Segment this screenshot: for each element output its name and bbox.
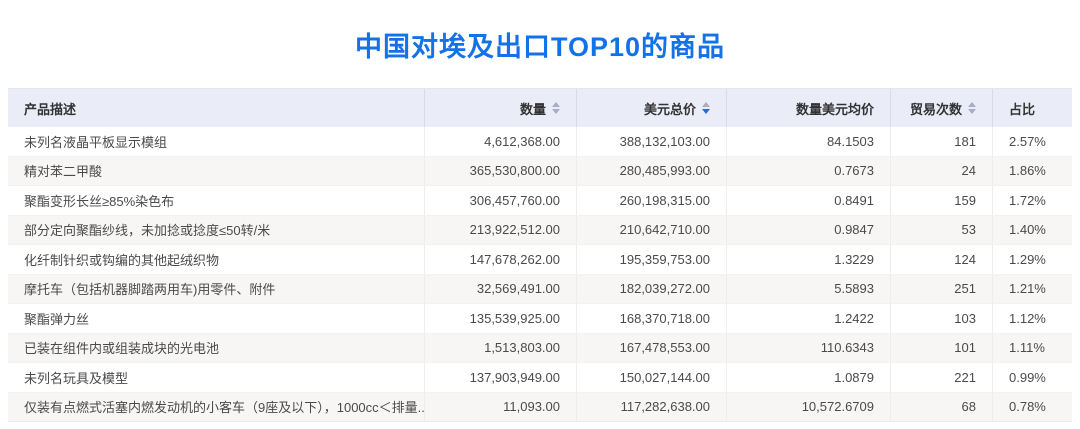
cell-product-description: 已装在组件内或组装成块的光电池 bbox=[24, 341, 220, 357]
cell-trade-count: 124 bbox=[890, 245, 992, 274]
cell-quantity: 147,678,262.00 bbox=[424, 245, 576, 274]
cell-product-description: 摩托车（包括机器脚踏两用车)用零件、附件 bbox=[24, 282, 276, 298]
cell-avg-usd-unit-price: 1.2422 bbox=[726, 304, 890, 333]
cell-trade-count: 251 bbox=[890, 274, 992, 303]
cell-trade-count: 103 bbox=[890, 304, 992, 333]
table-row: 精对苯二甲酸 365,530,800.00 280,485,993.00 0.7673… bbox=[8, 156, 1072, 186]
column-label: 美元总价 bbox=[643, 101, 696, 117]
cell-product-description: 未列名液晶平板显示模组 bbox=[24, 134, 168, 150]
cell-usd-total-value: 388,132,103.00 bbox=[576, 127, 726, 156]
cell-avg-usd-unit-price: 0.7673 bbox=[726, 156, 890, 185]
cell-share-percent: 1.29% bbox=[992, 245, 1072, 274]
top10-products-table: 产品描述 数量 美元总价 数量美元均价 贸易次数 占比 未列名液晶平板显示模组 4… bbox=[8, 88, 1072, 422]
column-label: 产品描述 bbox=[24, 101, 77, 117]
cell-trade-count: 159 bbox=[890, 186, 992, 215]
cell-share-percent: 1.11% bbox=[992, 333, 1072, 362]
cell-trade-count: 181 bbox=[890, 127, 992, 156]
cell-usd-total-value: 167,478,553.00 bbox=[576, 333, 726, 362]
cell-usd-total-value: 280,485,993.00 bbox=[576, 156, 726, 185]
cell-share-percent: 1.72% bbox=[992, 186, 1072, 215]
cell-product-description: 精对苯二甲酸 bbox=[24, 164, 103, 180]
cell-quantity: 135,539,925.00 bbox=[424, 304, 576, 333]
cell-quantity: 213,922,512.00 bbox=[424, 215, 576, 244]
cell-usd-total-value: 182,039,272.00 bbox=[576, 274, 726, 303]
cell-share-percent: 2.57% bbox=[992, 127, 1072, 156]
cell-quantity: 32,569,491.00 bbox=[424, 274, 576, 303]
cell-quantity: 137,903,949.00 bbox=[424, 363, 576, 392]
cell-usd-total-value: 117,282,638.00 bbox=[576, 392, 726, 421]
cell-avg-usd-unit-price: 1.3229 bbox=[726, 245, 890, 274]
cell-share-percent: 1.40% bbox=[992, 215, 1072, 244]
cell-quantity: 11,093.00 bbox=[424, 392, 576, 421]
cell-avg-usd-unit-price: 1.0879 bbox=[726, 363, 890, 392]
cell-trade-count: 68 bbox=[890, 392, 992, 421]
cell-usd-total-value: 150,027,144.00 bbox=[576, 363, 726, 392]
sort-icon bbox=[552, 102, 560, 114]
table-row: 已装在组件内或组装成块的光电池 1,513,803.00 167,478,553.0… bbox=[8, 333, 1072, 363]
column-label: 贸易次数 bbox=[909, 101, 962, 117]
cell-quantity: 306,457,760.00 bbox=[424, 186, 576, 215]
column-header-product-description: 产品描述 bbox=[8, 89, 424, 127]
cell-trade-count: 101 bbox=[890, 333, 992, 362]
column-header-avg-usd-unit-price: 数量美元均价 bbox=[726, 89, 890, 127]
cell-avg-usd-unit-price: 0.8491 bbox=[726, 186, 890, 215]
table-body: 未列名液晶平板显示模组 4,612,368.00 388,132,103.00 84.… bbox=[8, 127, 1072, 421]
cell-product-description: 仅装有点燃式活塞内燃发动机的小客车（9座及以下），1000cc＜排量... bbox=[24, 400, 424, 416]
table-row: 化纤制针织或钩编的其他起绒织物 147,678,262.00 195,359,753… bbox=[8, 245, 1072, 275]
cell-share-percent: 1.12% bbox=[992, 304, 1072, 333]
cell-product-description: 聚酯变形长丝≥85%染色布 bbox=[24, 193, 175, 209]
cell-trade-count: 221 bbox=[890, 363, 992, 392]
cell-quantity: 4,612,368.00 bbox=[424, 127, 576, 156]
sort-icon bbox=[702, 102, 710, 114]
table-header-row: 产品描述 数量 美元总价 数量美元均价 贸易次数 占比 bbox=[8, 89, 1072, 127]
cell-product-description: 聚酯弹力丝 bbox=[24, 311, 90, 327]
cell-share-percent: 0.99% bbox=[992, 363, 1072, 392]
cell-share-percent: 0.78% bbox=[992, 392, 1072, 421]
column-header-usd-total-value[interactable]: 美元总价 bbox=[576, 89, 726, 127]
cell-usd-total-value: 210,642,710.00 bbox=[576, 215, 726, 244]
table-row: 摩托车（包括机器脚踏两用车)用零件、附件 32,569,491.00 182,039… bbox=[8, 274, 1072, 304]
table-row: 未列名液晶平板显示模组 4,612,368.00 388,132,103.00 84.… bbox=[8, 127, 1072, 157]
cell-avg-usd-unit-price: 10,572.6709 bbox=[726, 392, 890, 421]
column-header-trade-count[interactable]: 贸易次数 bbox=[890, 89, 992, 127]
column-header-share-percent: 占比 bbox=[992, 89, 1072, 127]
table-row: 部分定向聚酯纱线，未加捻或捻度≤50转/米 213,922,512.00 210,6… bbox=[8, 215, 1072, 245]
column-label: 数量 bbox=[519, 101, 546, 117]
cell-quantity: 1,513,803.00 bbox=[424, 333, 576, 362]
cell-product-description: 部分定向聚酯纱线，未加捻或捻度≤50转/米 bbox=[24, 223, 271, 239]
cell-product-description: 未列名玩具及模型 bbox=[24, 370, 129, 386]
table-row: 未列名玩具及模型 137,903,949.00 150,027,144.00 1.08… bbox=[8, 363, 1072, 393]
cell-trade-count: 24 bbox=[890, 156, 992, 185]
column-label: 数量美元均价 bbox=[795, 101, 874, 117]
cell-quantity: 365,530,800.00 bbox=[424, 156, 576, 185]
table-row: 聚酯弹力丝 135,539,925.00 168,370,718.00 1.2422 1… bbox=[8, 304, 1072, 334]
sort-icon bbox=[968, 102, 976, 114]
cell-product-description: 化纤制针织或钩编的其他起绒织物 bbox=[24, 252, 220, 268]
cell-usd-total-value: 260,198,315.00 bbox=[576, 186, 726, 215]
table-row: 仅装有点燃式活塞内燃发动机的小客车（9座及以下），1000cc＜排量... 11,… bbox=[8, 392, 1072, 421]
cell-share-percent: 1.86% bbox=[992, 156, 1072, 185]
page-title: 中国对埃及出口TOP10的商品 bbox=[354, 32, 726, 62]
cell-avg-usd-unit-price: 110.6343 bbox=[726, 333, 890, 362]
cell-usd-total-value: 195,359,753.00 bbox=[576, 245, 726, 274]
column-label: 占比 bbox=[1009, 101, 1036, 117]
cell-trade-count: 53 bbox=[890, 215, 992, 244]
cell-usd-total-value: 168,370,718.00 bbox=[576, 304, 726, 333]
cell-avg-usd-unit-price: 5.5893 bbox=[726, 274, 890, 303]
table-row: 聚酯变形长丝≥85%染色布 306,457,760.00 260,198,315.0… bbox=[8, 186, 1072, 216]
cell-avg-usd-unit-price: 0.9847 bbox=[726, 215, 890, 244]
column-header-quantity[interactable]: 数量 bbox=[424, 89, 576, 127]
cell-share-percent: 1.21% bbox=[992, 274, 1072, 303]
cell-avg-usd-unit-price: 84.1503 bbox=[726, 127, 890, 156]
